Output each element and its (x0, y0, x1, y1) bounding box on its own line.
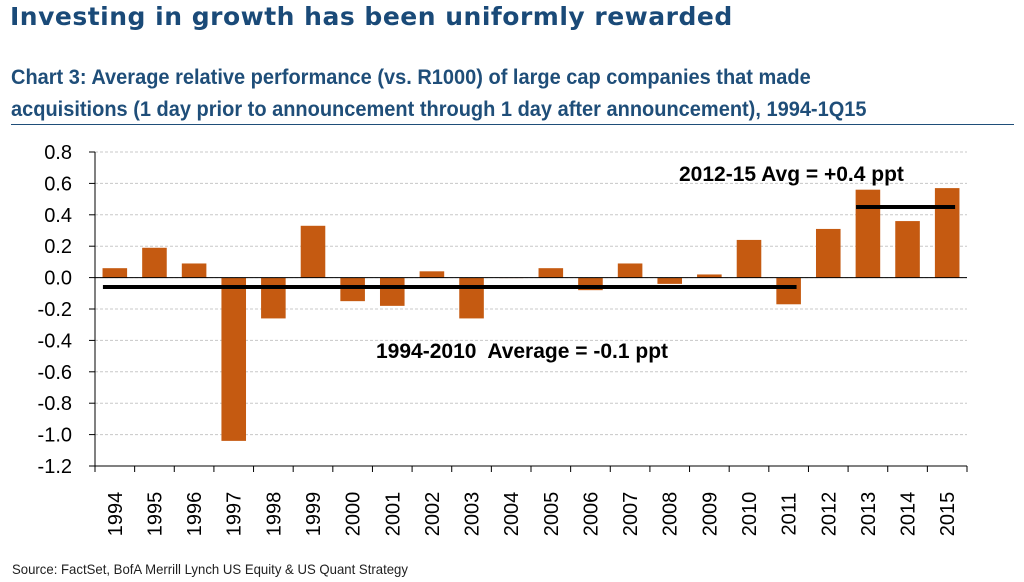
bar-2009 (697, 274, 722, 278)
x-tick-label-1995: 1995 (144, 492, 166, 537)
bar-1999 (300, 225, 326, 278)
axes (89, 151, 968, 472)
y-tick-label: -0.4 (38, 330, 72, 352)
x-tick-label-2007: 2007 (620, 492, 642, 537)
bar-1996 (181, 263, 207, 278)
x-tick-label-1994: 1994 (105, 492, 127, 537)
x-tick-label-2013: 2013 (858, 492, 880, 537)
y-tick-label: -1.0 (38, 425, 72, 447)
x-tick-label-2002: 2002 (422, 492, 444, 537)
annotation-historic-average: 1994-2010 Average = -0.1 ppt (376, 340, 668, 363)
y-tick-label: 0.2 (44, 236, 72, 258)
bar-2000 (340, 277, 365, 302)
bar-2012 (815, 228, 841, 278)
bar-2014 (895, 221, 920, 278)
bar-2002 (419, 271, 445, 278)
y-tick-label: -0.6 (38, 362, 72, 384)
bar-2003 (459, 277, 484, 319)
source-note: Source: FactSet, BofA Merrill Lynch US E… (12, 561, 408, 577)
x-tick-label-2011: 2011 (779, 492, 801, 535)
bar-2010 (736, 239, 762, 278)
annotations: 2012-15 Avg = +0.4 ppt 1994-2010 Average … (376, 163, 904, 363)
x-tick-label-2015: 2015 (937, 492, 959, 537)
bar-2007 (617, 263, 643, 278)
x-tick-label-2000: 2000 (343, 492, 365, 537)
y-tick-label: 0.4 (44, 205, 72, 227)
x-tick-label-1998: 1998 (263, 492, 285, 537)
annotation-recent-average: 2012-15 Avg = +0.4 ppt (679, 163, 904, 186)
chart-title-line-1: Chart 3: Average relative performance (v… (11, 65, 811, 89)
x-tick-label-2003: 2003 (462, 492, 484, 537)
x-tick-label-2012: 2012 (818, 492, 840, 537)
y-tick-label: 0.8 (44, 142, 72, 164)
y-tick-label: -0.2 (38, 299, 72, 321)
bar-1997 (221, 277, 247, 441)
x-tick-label-2005: 2005 (541, 492, 563, 537)
title-underline (11, 124, 1014, 125)
chart-title-line-2: acquisitions (1 day prior to announcemen… (11, 97, 867, 121)
x-tick-label-1996: 1996 (184, 492, 206, 537)
x-tick-label-2008: 2008 (660, 492, 682, 537)
bar-1998 (261, 277, 286, 319)
bar-2011 (776, 277, 801, 305)
y-tick-label: 0.0 (44, 268, 72, 290)
y-tick-label: -0.8 (38, 393, 72, 415)
x-tick-label-2014: 2014 (898, 492, 920, 537)
x-tick-label-2001: 2001 (382, 492, 404, 537)
bar-1994 (102, 268, 128, 278)
bars (102, 188, 960, 441)
bar-2015 (934, 188, 960, 278)
x-tick-label-1997: 1997 (224, 492, 246, 537)
y-tick-label: 0.6 (44, 173, 72, 195)
bar-2001 (379, 277, 405, 306)
bar-2005 (538, 268, 564, 278)
chart-title: Chart 3: Average relative performance (v… (11, 61, 941, 125)
bar-2013 (855, 189, 881, 278)
bar-2008 (657, 277, 683, 284)
tick-labels: 0.8 0.6 0.4 0.2 0.0 -0.2 -0.4 -0.6 -0.8 -1.0 -1.2 1… (38, 142, 960, 536)
headline: Investing in growth has been uniformly r… (10, 2, 733, 31)
x-tick-label-2009: 2009 (699, 492, 721, 537)
x-tick-label-1999: 1999 (303, 492, 325, 537)
average-lines (102, 204, 956, 290)
x-tick-label-2004: 2004 (501, 492, 523, 537)
x-tick-label-2006: 2006 (580, 492, 602, 537)
bar-chart: 0.8 0.6 0.4 0.2 0.0 -0.2 -0.4 -0.6 -0.8 -1.0 -1.2 1… (38, 142, 968, 536)
y-tick-label: -1.2 (38, 456, 72, 478)
bar-1995 (142, 247, 167, 278)
x-tick-label-2010: 2010 (739, 492, 761, 537)
